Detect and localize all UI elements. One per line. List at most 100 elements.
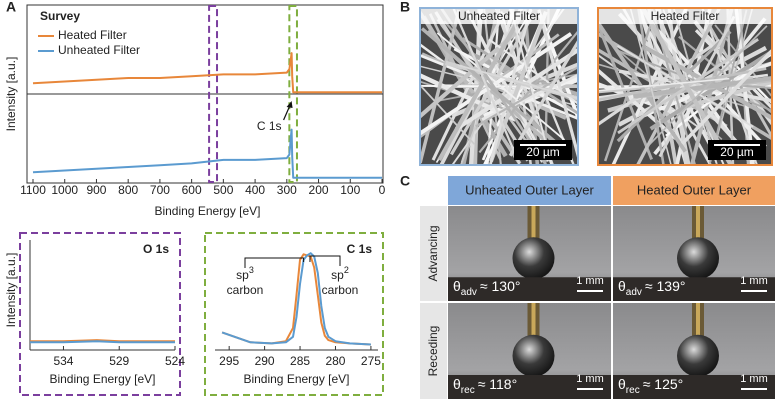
x-tick-label: 200 xyxy=(309,183,329,197)
needle-core xyxy=(531,206,536,246)
column-header: Heated Outer Layer xyxy=(637,182,752,197)
x-tick-label: 800 xyxy=(118,183,138,197)
fiber xyxy=(457,64,577,108)
x-tick-label: 290 xyxy=(255,354,275,368)
row-header-bg xyxy=(420,303,447,399)
annotation: carbon xyxy=(322,283,359,297)
data-line xyxy=(32,52,382,94)
data-line xyxy=(30,340,175,344)
x-tick-label: 1100 xyxy=(20,183,46,197)
fiber xyxy=(489,10,548,163)
annotation: carbon xyxy=(227,283,264,297)
row-header: Receding xyxy=(426,326,440,377)
fiber xyxy=(436,32,566,141)
y-axis-label: Intensity [a.u.] xyxy=(4,253,18,328)
fiber xyxy=(599,76,753,96)
chart-title: C 1s xyxy=(347,242,373,256)
fiber xyxy=(646,25,768,148)
fiber xyxy=(599,77,730,95)
fiber xyxy=(486,9,535,164)
substrate xyxy=(613,375,775,399)
scale-label: 1 mm xyxy=(740,373,768,385)
column-header: Unheated Outer Layer xyxy=(465,182,594,197)
column-header-bg xyxy=(613,176,775,205)
sem-image xyxy=(599,9,771,164)
x-tick-label: 295 xyxy=(219,354,239,368)
needle-core xyxy=(696,303,700,344)
fiber xyxy=(452,9,521,164)
x-tick-label: 900 xyxy=(86,183,106,197)
x-tick-label: 285 xyxy=(290,354,310,368)
droplet xyxy=(512,237,555,280)
scale-label: 20 µm xyxy=(526,145,560,159)
x-axis-label: Binding Energy [eV] xyxy=(49,372,155,386)
column-header-bg xyxy=(448,176,611,205)
data-line xyxy=(32,128,382,179)
scale-label: 1 mm xyxy=(576,275,604,287)
fiber xyxy=(421,27,559,145)
angle-symbol: θ xyxy=(453,376,461,392)
droplet xyxy=(677,237,719,280)
sem-label: Unheated Filter xyxy=(458,9,540,23)
annotation-text: sp xyxy=(236,268,249,282)
angle-value: ≈ 139° xyxy=(645,278,686,294)
fiber xyxy=(421,50,517,122)
x-tick-label: 400 xyxy=(245,183,265,197)
o1s-frame xyxy=(19,232,181,396)
annotation-sup: 3 xyxy=(249,265,254,275)
fiber xyxy=(599,12,653,160)
angle-value: ≈ 125° xyxy=(643,376,684,392)
arrow-head xyxy=(286,101,293,108)
fiber xyxy=(680,27,771,146)
droplet xyxy=(512,334,555,377)
droplet xyxy=(677,334,719,377)
fiber xyxy=(421,9,461,164)
annotation-sup: 2 xyxy=(344,265,349,275)
angle-subscript: rec xyxy=(461,385,475,396)
contact-angle-label: θadv ≈ 139° xyxy=(618,278,685,298)
panel-label: A xyxy=(6,0,16,15)
sem-label-bg xyxy=(421,9,577,24)
fiber xyxy=(599,67,767,106)
angle-subscript: rec xyxy=(626,385,640,396)
scale-label: 1 mm xyxy=(740,275,768,287)
needle-core xyxy=(696,206,700,246)
fiber xyxy=(537,9,577,164)
chart-title: Survey xyxy=(40,9,80,23)
sem-border xyxy=(419,7,579,166)
scale-label: 1 mm xyxy=(576,373,604,385)
chart-title: O 1s xyxy=(143,242,169,256)
annotation-bracket xyxy=(244,255,341,268)
x-tick-label: 529 xyxy=(109,354,129,368)
annotation: sp3 xyxy=(236,265,254,282)
fiber xyxy=(468,14,546,159)
angle-value: ≈ 130° xyxy=(480,278,521,294)
contact-angle-label: θrec ≈ 118° xyxy=(453,376,517,396)
fiber xyxy=(603,11,657,162)
x-tick-label: 275 xyxy=(361,354,381,368)
fiber xyxy=(421,31,518,142)
angle-subscript: adv xyxy=(626,287,642,298)
y-axis-label: Intensity [a.u.] xyxy=(4,57,18,132)
substrate xyxy=(448,375,611,399)
sem-image xyxy=(421,9,577,164)
fiber xyxy=(455,41,577,131)
panel-label: B xyxy=(400,0,410,15)
angle-symbol: θ xyxy=(618,278,626,294)
legend-label: Heated Filter xyxy=(58,28,127,42)
angle-subscript: adv xyxy=(461,287,477,298)
x-tick-label: 0 xyxy=(379,183,386,197)
scale-label: 20 µm xyxy=(720,145,754,159)
angle-value: ≈ 118° xyxy=(478,376,518,392)
row-header-bg xyxy=(420,206,447,301)
x-tick-label: 700 xyxy=(150,183,170,197)
fiber xyxy=(510,9,553,164)
x-tick-label: 100 xyxy=(340,183,360,197)
fiber xyxy=(508,16,577,157)
x-tick-label: 500 xyxy=(213,183,233,197)
row-header: Advancing xyxy=(426,225,440,281)
annotation: C 1s xyxy=(257,119,282,133)
fiber xyxy=(488,38,577,135)
x-axis-label: Binding Energy [eV] xyxy=(243,372,349,386)
